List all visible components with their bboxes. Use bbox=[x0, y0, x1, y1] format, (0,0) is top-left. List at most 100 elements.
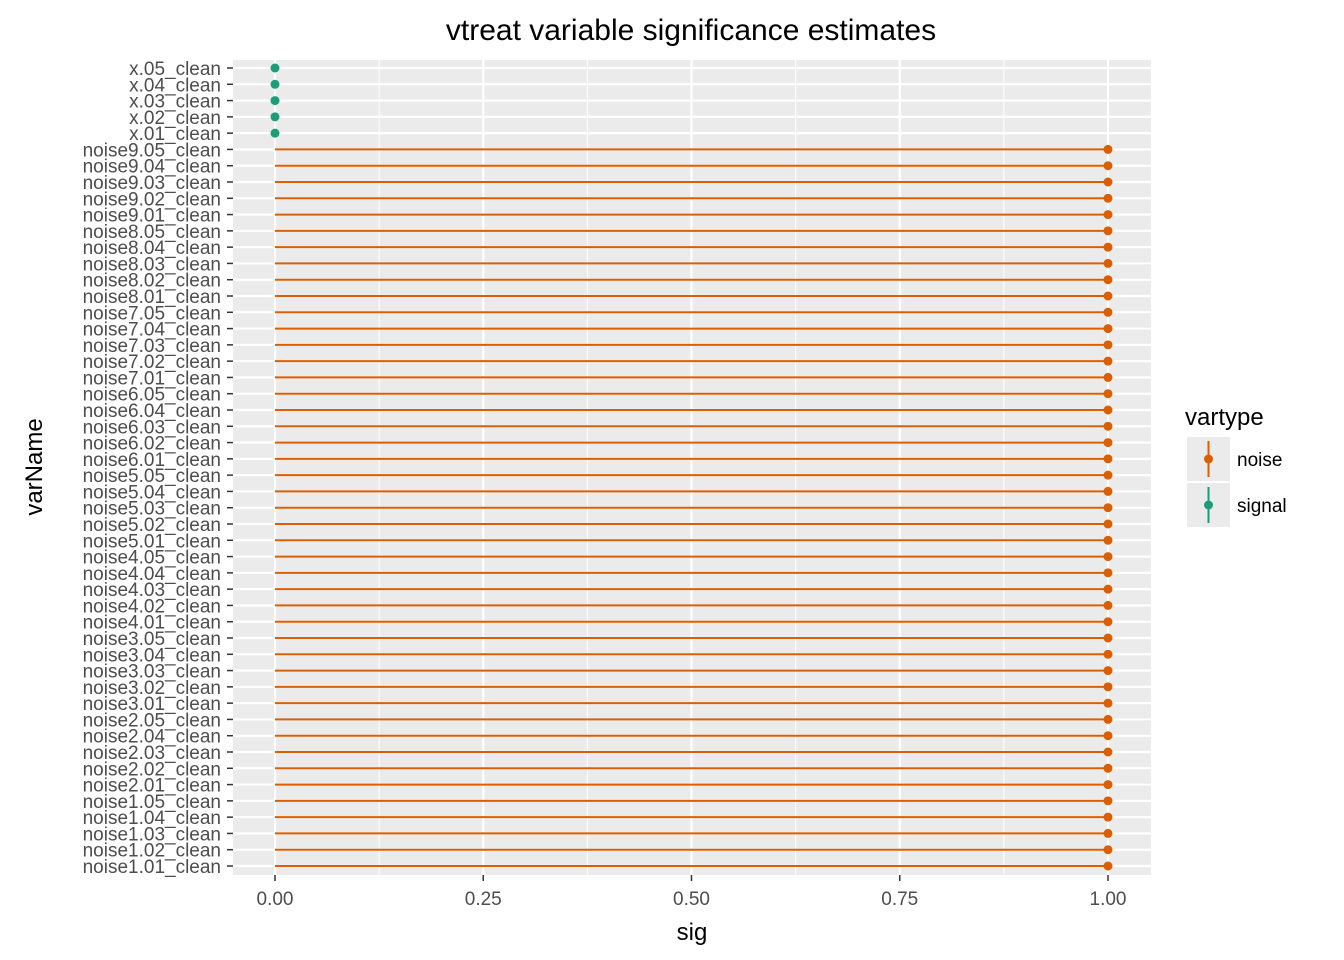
y-tick-label: noise7.05_clean bbox=[83, 303, 221, 324]
point-noise1.02_clean bbox=[1103, 845, 1113, 855]
point-noise8.03_clean bbox=[1103, 258, 1113, 268]
point-noise2.05_clean bbox=[1103, 714, 1113, 724]
y-tick-label: noise9.05_clean bbox=[83, 140, 221, 161]
legend-key-point bbox=[1204, 454, 1213, 464]
y-tick-label: noise2.03_clean bbox=[83, 743, 221, 764]
y-tick-label: x.03_clean bbox=[129, 92, 221, 113]
y-tick-label: noise7.03_clean bbox=[83, 336, 221, 357]
point-noise8.02_clean bbox=[1103, 275, 1113, 285]
x-tick-label: 0.25 bbox=[465, 889, 502, 910]
y-tick-label: noise8.05_clean bbox=[83, 222, 221, 243]
point-noise5.02_clean bbox=[1103, 519, 1113, 529]
point-x.02_clean bbox=[270, 112, 280, 122]
x-axis: 0.00 0.25 0.50 0.75 1.00 bbox=[257, 875, 1127, 910]
y-tick-label: noise7.04_clean bbox=[83, 320, 221, 341]
y-tick-label: x.05_clean bbox=[129, 59, 221, 80]
point-noise1.01_clean bbox=[1103, 861, 1113, 871]
y-tick-label: noise5.03_clean bbox=[83, 499, 221, 520]
point-noise9.02_clean bbox=[1103, 193, 1113, 203]
y-tick-label: noise1.01_clean bbox=[83, 857, 221, 878]
y-tick-label: noise1.03_clean bbox=[83, 824, 221, 845]
point-noise4.01_clean bbox=[1103, 617, 1113, 627]
marks-layer bbox=[270, 63, 1113, 871]
y-tick-label: noise1.02_clean bbox=[83, 841, 221, 862]
point-noise6.05_clean bbox=[1103, 389, 1113, 399]
point-noise5.01_clean bbox=[1103, 535, 1113, 545]
chart-title: vtreat variable significance estimates bbox=[446, 14, 936, 47]
point-noise6.04_clean bbox=[1103, 405, 1113, 415]
point-noise8.05_clean bbox=[1103, 226, 1113, 236]
point-noise2.02_clean bbox=[1103, 763, 1113, 773]
y-tick-label: noise9.03_clean bbox=[83, 173, 221, 194]
point-noise7.05_clean bbox=[1103, 307, 1113, 317]
point-noise2.03_clean bbox=[1103, 747, 1113, 757]
y-tick-label: noise2.05_clean bbox=[83, 710, 221, 731]
point-noise4.02_clean bbox=[1103, 600, 1113, 610]
point-x.04_clean bbox=[270, 79, 280, 89]
y-tick-label: noise1.05_clean bbox=[83, 792, 221, 813]
point-noise7.01_clean bbox=[1103, 372, 1113, 382]
y-tick-label: noise6.01_clean bbox=[83, 450, 221, 471]
y-tick-label: noise3.02_clean bbox=[83, 678, 221, 699]
y-tick-label: noise5.05_clean bbox=[83, 466, 221, 487]
point-noise7.03_clean bbox=[1103, 340, 1113, 350]
point-noise3.02_clean bbox=[1103, 682, 1113, 692]
point-noise8.01_clean bbox=[1103, 291, 1113, 301]
point-noise5.03_clean bbox=[1103, 503, 1113, 513]
y-tick-label: noise2.02_clean bbox=[83, 759, 221, 780]
y-tick-label: noise2.01_clean bbox=[83, 776, 221, 797]
point-noise5.05_clean bbox=[1103, 470, 1113, 480]
point-noise3.04_clean bbox=[1103, 649, 1113, 659]
y-tick-label: noise4.04_clean bbox=[83, 564, 221, 585]
legend-title: vartype bbox=[1185, 404, 1264, 431]
point-noise6.01_clean bbox=[1103, 454, 1113, 464]
y-tick-label: noise9.02_clean bbox=[83, 189, 221, 210]
point-noise2.01_clean bbox=[1103, 780, 1113, 790]
point-noise9.01_clean bbox=[1103, 210, 1113, 220]
point-noise1.03_clean bbox=[1103, 828, 1113, 838]
point-x.03_clean bbox=[270, 96, 280, 106]
point-noise6.02_clean bbox=[1103, 438, 1113, 448]
y-tick-label: noise4.03_clean bbox=[83, 580, 221, 601]
point-noise3.05_clean bbox=[1103, 633, 1113, 643]
legend-label-signal: signal bbox=[1237, 496, 1287, 517]
point-noise3.03_clean bbox=[1103, 666, 1113, 676]
y-axis-title: varName bbox=[21, 418, 48, 515]
y-tick-label: noise6.03_clean bbox=[83, 417, 221, 438]
y-tick-label: noise5.04_clean bbox=[83, 482, 221, 503]
y-tick-label: x.04_clean bbox=[129, 75, 221, 96]
point-noise2.04_clean bbox=[1103, 731, 1113, 741]
y-tick-label: noise6.04_clean bbox=[83, 401, 221, 422]
y-axis: x.05_cleanx.04_cleanx.03_cleanx.02_clean… bbox=[83, 59, 233, 878]
point-noise4.04_clean bbox=[1103, 568, 1113, 578]
point-x.05_clean bbox=[270, 63, 280, 73]
y-tick-label: noise7.01_clean bbox=[83, 368, 221, 389]
x-tick-label: 0.50 bbox=[673, 889, 710, 910]
x-tick-label: 1.00 bbox=[1090, 889, 1127, 910]
point-noise1.04_clean bbox=[1103, 812, 1113, 822]
y-tick-label: noise5.02_clean bbox=[83, 515, 221, 536]
y-tick-label: noise3.04_clean bbox=[83, 645, 221, 666]
point-noise9.03_clean bbox=[1103, 177, 1113, 187]
point-noise4.03_clean bbox=[1103, 584, 1113, 594]
y-tick-label: noise4.05_clean bbox=[83, 548, 221, 569]
y-tick-label: noise3.01_clean bbox=[83, 694, 221, 715]
x-tick-label: 0.75 bbox=[881, 889, 918, 910]
legend-key-point bbox=[1204, 500, 1213, 510]
y-tick-label: noise8.01_clean bbox=[83, 287, 221, 308]
legend-entry-signal: signal bbox=[1187, 483, 1287, 527]
point-noise9.05_clean bbox=[1103, 144, 1113, 154]
y-tick-label: noise8.04_clean bbox=[83, 238, 221, 259]
point-noise7.02_clean bbox=[1103, 356, 1113, 366]
point-noise1.05_clean bbox=[1103, 796, 1113, 806]
y-tick-label: noise3.05_clean bbox=[83, 629, 221, 650]
y-tick-label: noise4.02_clean bbox=[83, 596, 221, 617]
legend: vartype noise signal bbox=[1185, 404, 1287, 527]
y-tick-label: noise1.04_clean bbox=[83, 808, 221, 829]
y-tick-label: noise7.02_clean bbox=[83, 352, 221, 373]
y-tick-label: noise6.02_clean bbox=[83, 434, 221, 455]
y-tick-label: noise8.02_clean bbox=[83, 271, 221, 292]
y-tick-label: noise3.03_clean bbox=[83, 662, 221, 683]
point-x.01_clean bbox=[270, 128, 280, 138]
